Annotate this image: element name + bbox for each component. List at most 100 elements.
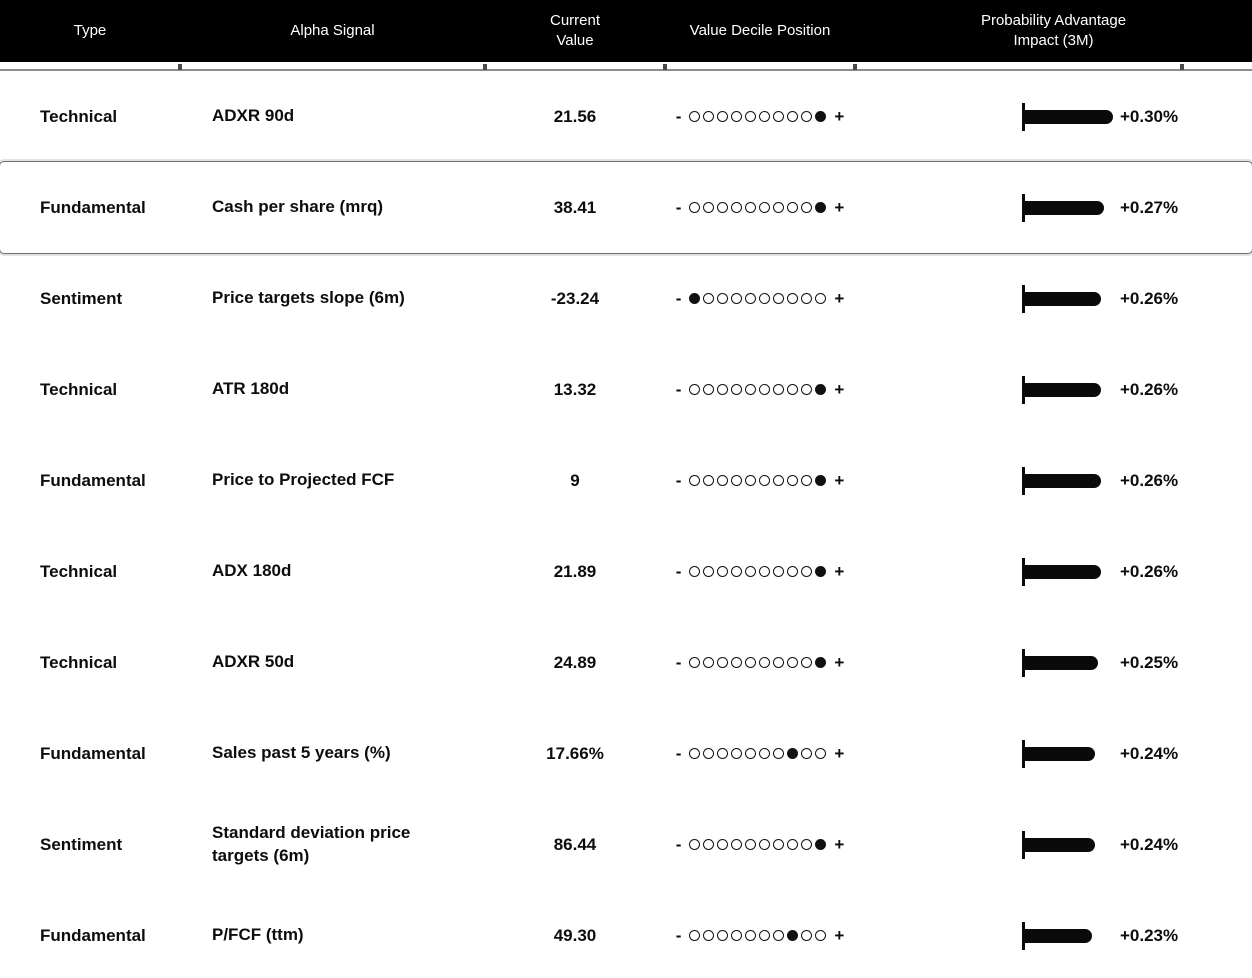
- decile-dots: [689, 202, 827, 213]
- decile-dot-filled: [815, 202, 827, 213]
- decile-dot: [717, 202, 729, 213]
- decile-dot: [745, 111, 757, 122]
- table-row[interactable]: Sentiment Price targets slope (6m) -23.2…: [0, 253, 1252, 344]
- row-signal-label: ADXR 90d: [212, 106, 295, 126]
- decile-increase-button[interactable]: +: [834, 107, 845, 126]
- row-signal-label: Standard deviation price targets (6m): [212, 822, 411, 865]
- decile-decrease-button[interactable]: -: [675, 835, 682, 854]
- table-row[interactable]: Technical ADXR 90d 21.56 - + +0.30%: [0, 71, 1252, 162]
- decile-dot: [717, 566, 729, 577]
- impact-bar-chart: [1022, 921, 1120, 950]
- decile-stepper: - +: [665, 199, 855, 216]
- table-row[interactable]: Technical ADXR 50d 24.89 - + +0.25%: [0, 617, 1252, 708]
- table-row[interactable]: Fundamental Price to Projected FCF 9 - +…: [0, 435, 1252, 526]
- decile-dot: [745, 566, 757, 577]
- decile-increase-button[interactable]: +: [834, 380, 845, 399]
- column-header-decile[interactable]: Value Decile Position: [689, 21, 831, 39]
- decile-increase-button[interactable]: +: [834, 653, 845, 672]
- table-row[interactable]: Fundamental P/FCF (ttm) 49.30 - + +0.23%: [0, 890, 1252, 978]
- decile-increase-button[interactable]: +: [834, 562, 845, 581]
- decile-dots: [689, 566, 827, 577]
- impact-cell: +0.26%: [855, 284, 1252, 313]
- decile-decrease-button[interactable]: -: [675, 471, 682, 490]
- decile-increase-button[interactable]: +: [834, 926, 845, 945]
- decile-stepper: - +: [665, 108, 855, 125]
- row-signal-label: ADX 180d: [212, 561, 292, 581]
- decile-decrease-button[interactable]: -: [675, 744, 682, 763]
- decile-dot: [731, 384, 743, 395]
- decile-dot: [717, 657, 729, 668]
- decile-stepper: - +: [665, 836, 855, 853]
- decile-dots: [689, 384, 827, 395]
- decile-dot: [759, 384, 771, 395]
- decile-decrease-button[interactable]: -: [675, 562, 682, 581]
- decile-dot: [787, 111, 799, 122]
- row-type-label: Fundamental: [40, 743, 146, 763]
- decile-dot-filled: [787, 930, 799, 941]
- table-row[interactable]: Technical ADX 180d 21.89 - + +0.26%: [0, 526, 1252, 617]
- decile-dot: [731, 475, 743, 486]
- decile-dot: [745, 748, 757, 759]
- header-divider: [0, 62, 1252, 71]
- decile-increase-button[interactable]: +: [834, 289, 845, 308]
- row-current-value: 21.56: [553, 106, 597, 126]
- decile-dot: [759, 657, 771, 668]
- impact-cell: +0.26%: [855, 375, 1252, 404]
- decile-dot: [703, 566, 715, 577]
- decile-decrease-button[interactable]: -: [675, 107, 682, 126]
- decile-dot: [717, 839, 729, 850]
- table-row[interactable]: Fundamental Sales past 5 years (%) 17.66…: [0, 708, 1252, 799]
- decile-increase-button[interactable]: +: [834, 835, 845, 854]
- row-current-value: 49.30: [553, 925, 597, 945]
- impact-value-label: +0.24%: [1120, 743, 1179, 763]
- column-divider-tick: [483, 64, 487, 70]
- decile-dot: [759, 930, 771, 941]
- row-current-value: 24.89: [553, 652, 597, 672]
- decile-dot: [787, 839, 799, 850]
- column-header-type[interactable]: Type: [73, 21, 107, 39]
- decile-dot: [801, 202, 813, 213]
- decile-dot: [717, 384, 729, 395]
- decile-increase-button[interactable]: +: [834, 744, 845, 763]
- decile-dot: [745, 475, 757, 486]
- decile-dot: [773, 566, 785, 577]
- decile-decrease-button[interactable]: -: [675, 926, 682, 945]
- decile-dot: [689, 111, 701, 122]
- decile-dot: [703, 384, 715, 395]
- decile-dot: [717, 475, 729, 486]
- decile-decrease-button[interactable]: -: [675, 198, 682, 217]
- decile-dot: [759, 839, 771, 850]
- decile-dot: [773, 748, 785, 759]
- decile-dot: [703, 202, 715, 213]
- decile-dot: [689, 566, 701, 577]
- decile-stepper: - +: [665, 472, 855, 489]
- decile-dot: [717, 748, 729, 759]
- impact-bar: [1025, 928, 1092, 943]
- table-row[interactable]: Technical ATR 180d 13.32 - + +0.26%: [0, 344, 1252, 435]
- decile-decrease-button[interactable]: -: [675, 289, 682, 308]
- decile-dots: [689, 657, 827, 668]
- column-header-impact[interactable]: Probability Advantage Impact (3M): [980, 11, 1127, 49]
- decile-decrease-button[interactable]: -: [675, 380, 682, 399]
- decile-dot: [773, 384, 785, 395]
- impact-cell: +0.25%: [855, 648, 1252, 677]
- decile-dot: [745, 202, 757, 213]
- decile-dot: [759, 293, 771, 304]
- decile-dot: [745, 930, 757, 941]
- decile-dot: [801, 930, 813, 941]
- decile-stepper: - +: [665, 290, 855, 307]
- decile-decrease-button[interactable]: -: [675, 653, 682, 672]
- decile-increase-button[interactable]: +: [834, 471, 845, 490]
- decile-dots: [689, 293, 827, 304]
- table-row[interactable]: Sentiment Standard deviation price targe…: [0, 799, 1252, 890]
- impact-value-label: +0.26%: [1120, 379, 1179, 399]
- column-header-value[interactable]: Current Value: [549, 11, 601, 49]
- decile-increase-button[interactable]: +: [834, 198, 845, 217]
- column-header-signal[interactable]: Alpha Signal: [290, 21, 375, 39]
- table-row[interactable]: Fundamental Cash per share (mrq) 38.41 -…: [0, 162, 1252, 253]
- decile-dot: [801, 293, 813, 304]
- decile-dot: [787, 657, 799, 668]
- decile-stepper: - +: [665, 654, 855, 671]
- decile-dots: [689, 748, 827, 759]
